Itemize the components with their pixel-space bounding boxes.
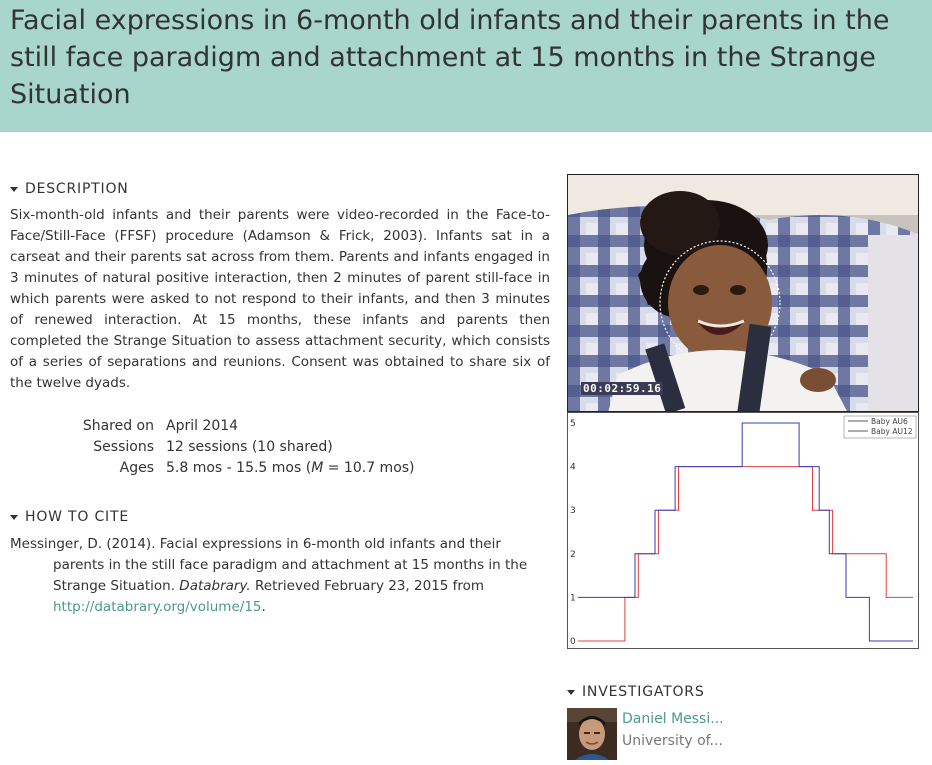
y-tick-label: 4: [570, 463, 576, 473]
avatar: [567, 708, 617, 760]
cite-toggle[interactable]: HOW TO CITE: [10, 509, 129, 525]
caret-down-icon: [10, 514, 18, 520]
page-header: Facial expressions in 6-month old infant…: [0, 0, 932, 132]
meta-sessions-value: 12 sessions (10 shared): [166, 439, 333, 455]
description-heading: DESCRIPTION: [25, 181, 129, 197]
meta-shared-label: Shared on: [82, 418, 154, 434]
volume-meta: Shared on April 2014 Sessions 12 session…: [60, 416, 415, 479]
ages-mean-symbol: M: [311, 460, 324, 476]
investigator-name[interactable]: Daniel Messi...: [622, 711, 724, 727]
legend-box: [843, 415, 917, 439]
citation-after: Retrieved February 23, 2015 from: [250, 578, 485, 594]
video-timestamp: 00:02:59.16: [581, 382, 664, 395]
investigator-info: Daniel Messi... University of...: [617, 708, 724, 760]
investigator-card[interactable]: Daniel Messi... University of...: [567, 708, 927, 760]
meta-sessions-label: Sessions: [93, 439, 154, 455]
infant-video-frame: [568, 175, 918, 411]
series-line-2: [578, 422, 913, 642]
au-intensity-chart: 0 1 2 3 4 5 Baby AU6 Baby AU12: [567, 412, 919, 649]
meta-shared-value: April 2014: [166, 418, 239, 434]
y-tick-label: 3: [570, 506, 576, 516]
citation-before: Messinger, D. (2014). Facial expressions…: [10, 536, 528, 594]
legend-label-2: Baby AU12: [871, 427, 913, 436]
y-tick-label: 1: [570, 593, 576, 603]
legend-label-1: Baby AU6: [871, 417, 908, 426]
ages-prefix: 5.8 mos - 15.5 mos (: [166, 460, 312, 476]
meta-sessions: Sessions 12 sessions (10 shared): [60, 437, 415, 458]
avatar-photo: [567, 708, 617, 760]
citation-end: .: [261, 599, 266, 615]
y-tick-label: 2: [570, 550, 576, 560]
investigators-heading: INVESTIGATORS: [582, 684, 705, 700]
caret-down-icon: [567, 689, 575, 695]
cite-heading: HOW TO CITE: [25, 509, 129, 525]
investigators-toggle[interactable]: INVESTIGATORS: [567, 684, 705, 700]
investigator-affiliation: University of...: [622, 733, 723, 749]
citation-text: Messinger, D. (2014). Facial expressions…: [10, 534, 550, 618]
caret-down-icon: [10, 186, 18, 192]
series-line-1: [578, 466, 913, 642]
citation-link[interactable]: http://databrary.org/volume/15: [53, 599, 262, 615]
meta-ages-value: 5.8 mos - 15.5 mos (M = 10.7 mos): [166, 458, 415, 479]
meta-shared: Shared on April 2014: [60, 416, 415, 437]
description-toggle[interactable]: DESCRIPTION: [10, 181, 129, 197]
y-tick-label: 5: [570, 419, 576, 429]
volume-thumbnail-image: 00:02:59.16: [567, 174, 919, 412]
description-text: Six-month-old infants and their parents …: [10, 207, 550, 391]
page-title: Facial expressions in 6-month old infant…: [10, 5, 890, 110]
meta-ages-label: Ages: [119, 460, 154, 476]
citation-journal: Databrary.: [179, 578, 251, 594]
meta-ages: Ages 5.8 mos - 15.5 mos (M = 10.7 mos): [60, 458, 415, 479]
y-tick-label: 0: [570, 637, 576, 647]
ages-suffix: = 10.7 mos): [323, 460, 415, 476]
